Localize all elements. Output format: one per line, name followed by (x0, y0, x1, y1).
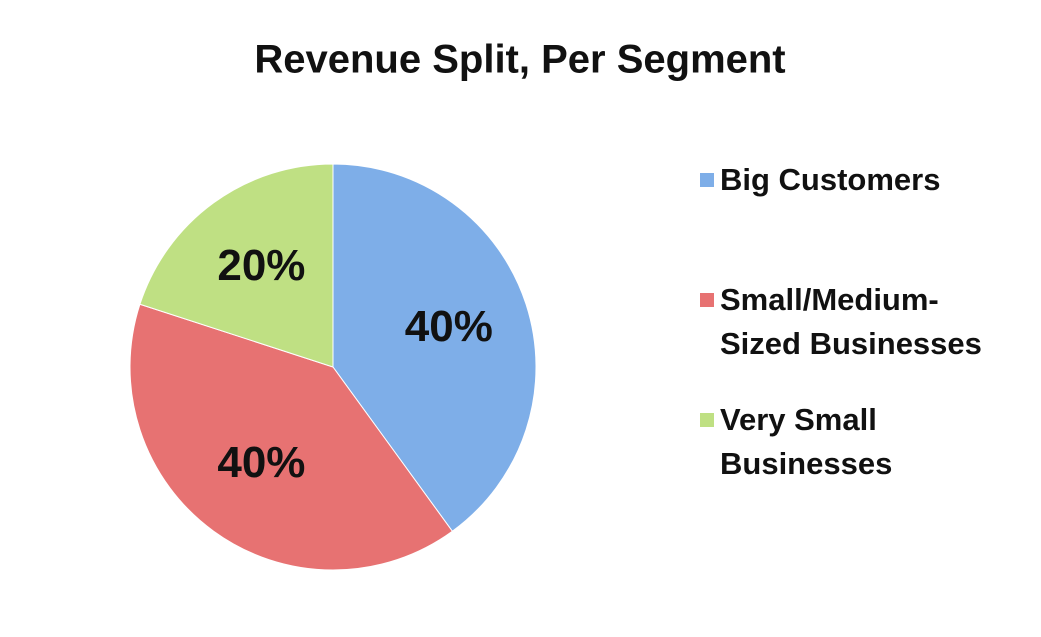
data-label: 20% (217, 241, 305, 290)
pie-slice (139, 163, 334, 368)
legend-label: Very Small Businesses (720, 402, 893, 481)
data-label: 40% (405, 302, 493, 351)
data-label: 40% (217, 438, 305, 487)
legend-swatch (700, 413, 714, 427)
legend-label: Big Customers (720, 162, 941, 197)
pie-slice (332, 163, 537, 532)
legend-item: Very Small Businesses (700, 398, 1000, 486)
pie-slice (129, 303, 454, 571)
legend-item: Small/Medium-Sized Businesses (700, 278, 1000, 366)
chart-title: Revenue Split, Per Segment (254, 38, 785, 82)
legend-item: Big Customers (700, 158, 1000, 202)
legend-swatch (700, 293, 714, 307)
legend-label: Small/Medium-Sized Businesses (720, 282, 982, 361)
legend-swatch (700, 173, 714, 187)
